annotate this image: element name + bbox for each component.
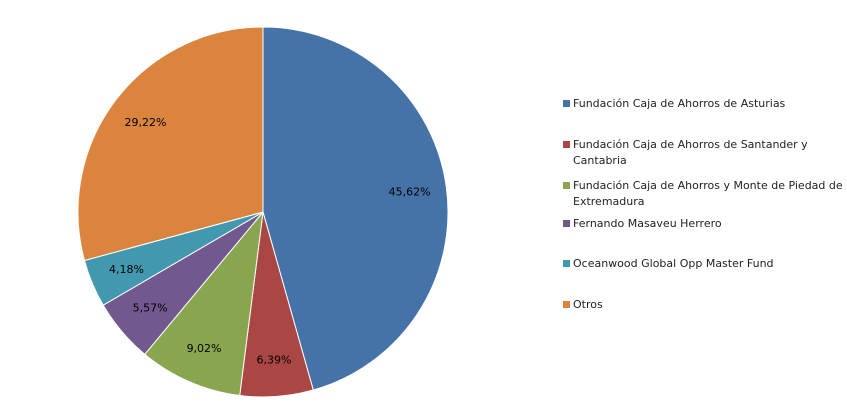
legend-swatch-extremadura: [563, 182, 570, 189]
legend-item-fundacion-asturias: Fundación Caja de Ahorros de Asturias: [563, 96, 847, 112]
legend-item-fernando-masaveu: Fernando Masaveu Herrero: [563, 216, 847, 232]
legend-item-oceanwood: Oceanwood Global Opp Master Fund: [563, 256, 847, 272]
data-label-asturias: 45,62%: [389, 186, 431, 199]
legend-label-cantabria: Fundación Caja de Ahorros de Santander y…: [573, 138, 808, 167]
pie-slice-otros: [77, 26, 264, 262]
data-label-oceanwood: 4,18%: [109, 263, 144, 276]
data-label-otros: 29,22%: [124, 116, 166, 129]
legend-swatch-oceanwood: [563, 260, 570, 267]
legend-swatch-masaveu: [563, 220, 570, 227]
pie-slice-asturias: [262, 26, 449, 391]
legend-item-fundacion-cantabria: Fundación Caja de Ahorros de Santander y…: [563, 137, 847, 169]
legend-label-otros: Otros: [573, 298, 603, 311]
legend-swatch-cantabria: [563, 141, 570, 148]
data-label-extremadura: 9,02%: [187, 342, 222, 355]
legend-swatch-asturias: [563, 100, 570, 107]
legend-item-otros: Otros: [563, 297, 847, 313]
legend-label-extremadura: Fundación Caja de Ahorros y Monte de Pie…: [573, 179, 843, 208]
data-label-masaveu: 5,57%: [133, 302, 168, 315]
legend-label-masaveu: Fernando Masaveu Herrero: [573, 217, 722, 230]
legend-swatch-otros: [563, 301, 570, 308]
pie-slice-extremadura: [144, 210, 264, 397]
data-label-cantabria: 6,39%: [257, 354, 292, 367]
legend-label-asturias: Fundación Caja de Ahorros de Asturias: [573, 97, 786, 110]
legend-item-fundacion-extremadura: Fundación Caja de Ahorros y Monte de Pie…: [563, 178, 847, 210]
legend-label-oceanwood: Oceanwood Global Opp Master Fund: [573, 257, 774, 270]
